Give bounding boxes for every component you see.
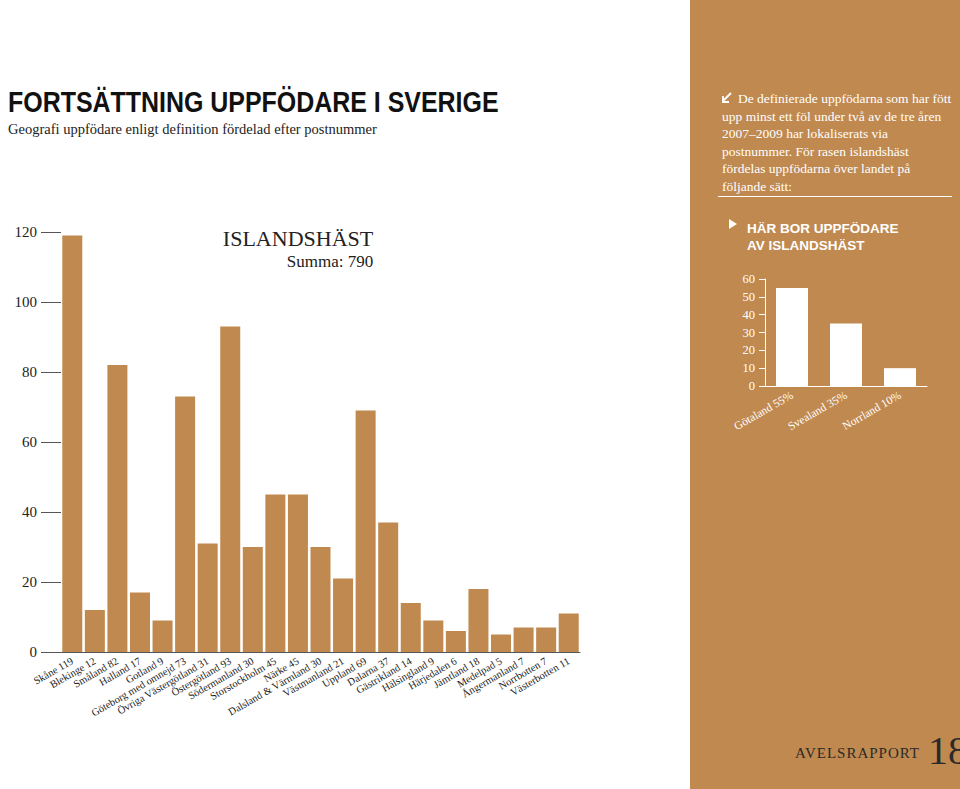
svg-text:HÄR BOR UPPFÖDARE: HÄR BOR UPPFÖDARE: [747, 221, 899, 236]
html-text:De definierade uppfödarna som: De definierade uppfödarna som har fött u…: [722, 91, 952, 194]
svg-text:50: 50: [743, 290, 756, 304]
svg-text:Skåne 119: Skåne 119: [31, 655, 75, 687]
svg-text:30: 30: [743, 326, 756, 340]
svg-text:Västerbotten 11: Västerbotten 11: [509, 655, 572, 698]
svg-text:60: 60: [22, 434, 37, 450]
svg-text:Närke 45: Närke 45: [261, 655, 301, 685]
html-text:FORTSÄTTNING UPPFÖDARE I SVERI: FORTSÄTTNING UPPFÖDARE I SVERIGE: [8, 86, 499, 118]
svg-text:Dalarna 37: Dalarna 37: [345, 655, 391, 688]
svg-text:0: 0: [749, 379, 755, 393]
html-text:AVELSRAPPORT: AVELSRAPPORT: [795, 745, 920, 761]
svg-text:80: 80: [22, 364, 37, 380]
svg-text:40: 40: [22, 504, 37, 520]
svg-text:Blekinge 12: Blekinge 12: [48, 655, 98, 691]
svg-text:10: 10: [743, 361, 756, 375]
svg-text:Dalsland & Värmland 30: Dalsland & Värmland 30: [226, 655, 323, 717]
svg-text:Jämtland 18: Jämtland 18: [431, 655, 482, 691]
svg-text:Götaland 55%: Götaland 55%: [732, 389, 796, 433]
svg-text:Härjedalen 6: Härjedalen 6: [406, 655, 459, 692]
svg-text:Hälsingland 9: Hälsingland 9: [379, 655, 437, 694]
svg-text:Ångermanland 7: Ångermanland 7: [460, 655, 527, 700]
svg-text:120: 120: [15, 224, 38, 240]
svg-text:Göteborg med omnejd 73: Göteborg med omnejd 73: [89, 655, 188, 719]
svg-text:Gästrikland 14: Gästrikland 14: [354, 655, 414, 696]
svg-text:Övriga Västergötland 31: Övriga Västergötland 31: [115, 655, 211, 717]
svg-text:Uppland 69: Uppland 69: [320, 655, 369, 690]
svg-text:Gotland 9: Gotland 9: [123, 655, 166, 686]
html-text:Geografi uppfödare enligt defi: Geografi uppfödare enligt definition för…: [8, 121, 377, 137]
svg-text:Östergötland 93: Östergötland 93: [169, 655, 233, 699]
svg-text:Småland 82: Småland 82: [71, 655, 121, 690]
svg-text:Norrbotten 7: Norrbotten 7: [496, 655, 549, 692]
svg-text:Västmanland 21: Västmanland 21: [281, 655, 346, 699]
svg-text:Södermanland 30: Södermanland 30: [186, 655, 256, 702]
svg-text:Medelpad 5: Medelpad 5: [455, 655, 504, 690]
svg-text:20: 20: [22, 574, 37, 590]
svg-text:100: 100: [15, 294, 38, 310]
svg-text:Svealand 35%: Svealand 35%: [786, 389, 850, 433]
svg-text:20: 20: [743, 343, 756, 357]
svg-text:60: 60: [743, 272, 756, 286]
svg-text:Halland 17: Halland 17: [97, 655, 143, 688]
svg-text:ISLANDSHÄST: ISLANDSHÄST: [223, 226, 374, 251]
svg-text:AV ISLANDSHÄST: AV ISLANDSHÄST: [747, 238, 865, 253]
svg-text:Storstockholm 45: Storstockholm 45: [208, 655, 279, 702]
svg-text:0: 0: [30, 644, 38, 660]
svg-text:40: 40: [743, 308, 756, 322]
svg-text:Norrland 10%: Norrland 10%: [840, 389, 903, 432]
svg-text:Summa: 790: Summa: 790: [287, 252, 373, 271]
